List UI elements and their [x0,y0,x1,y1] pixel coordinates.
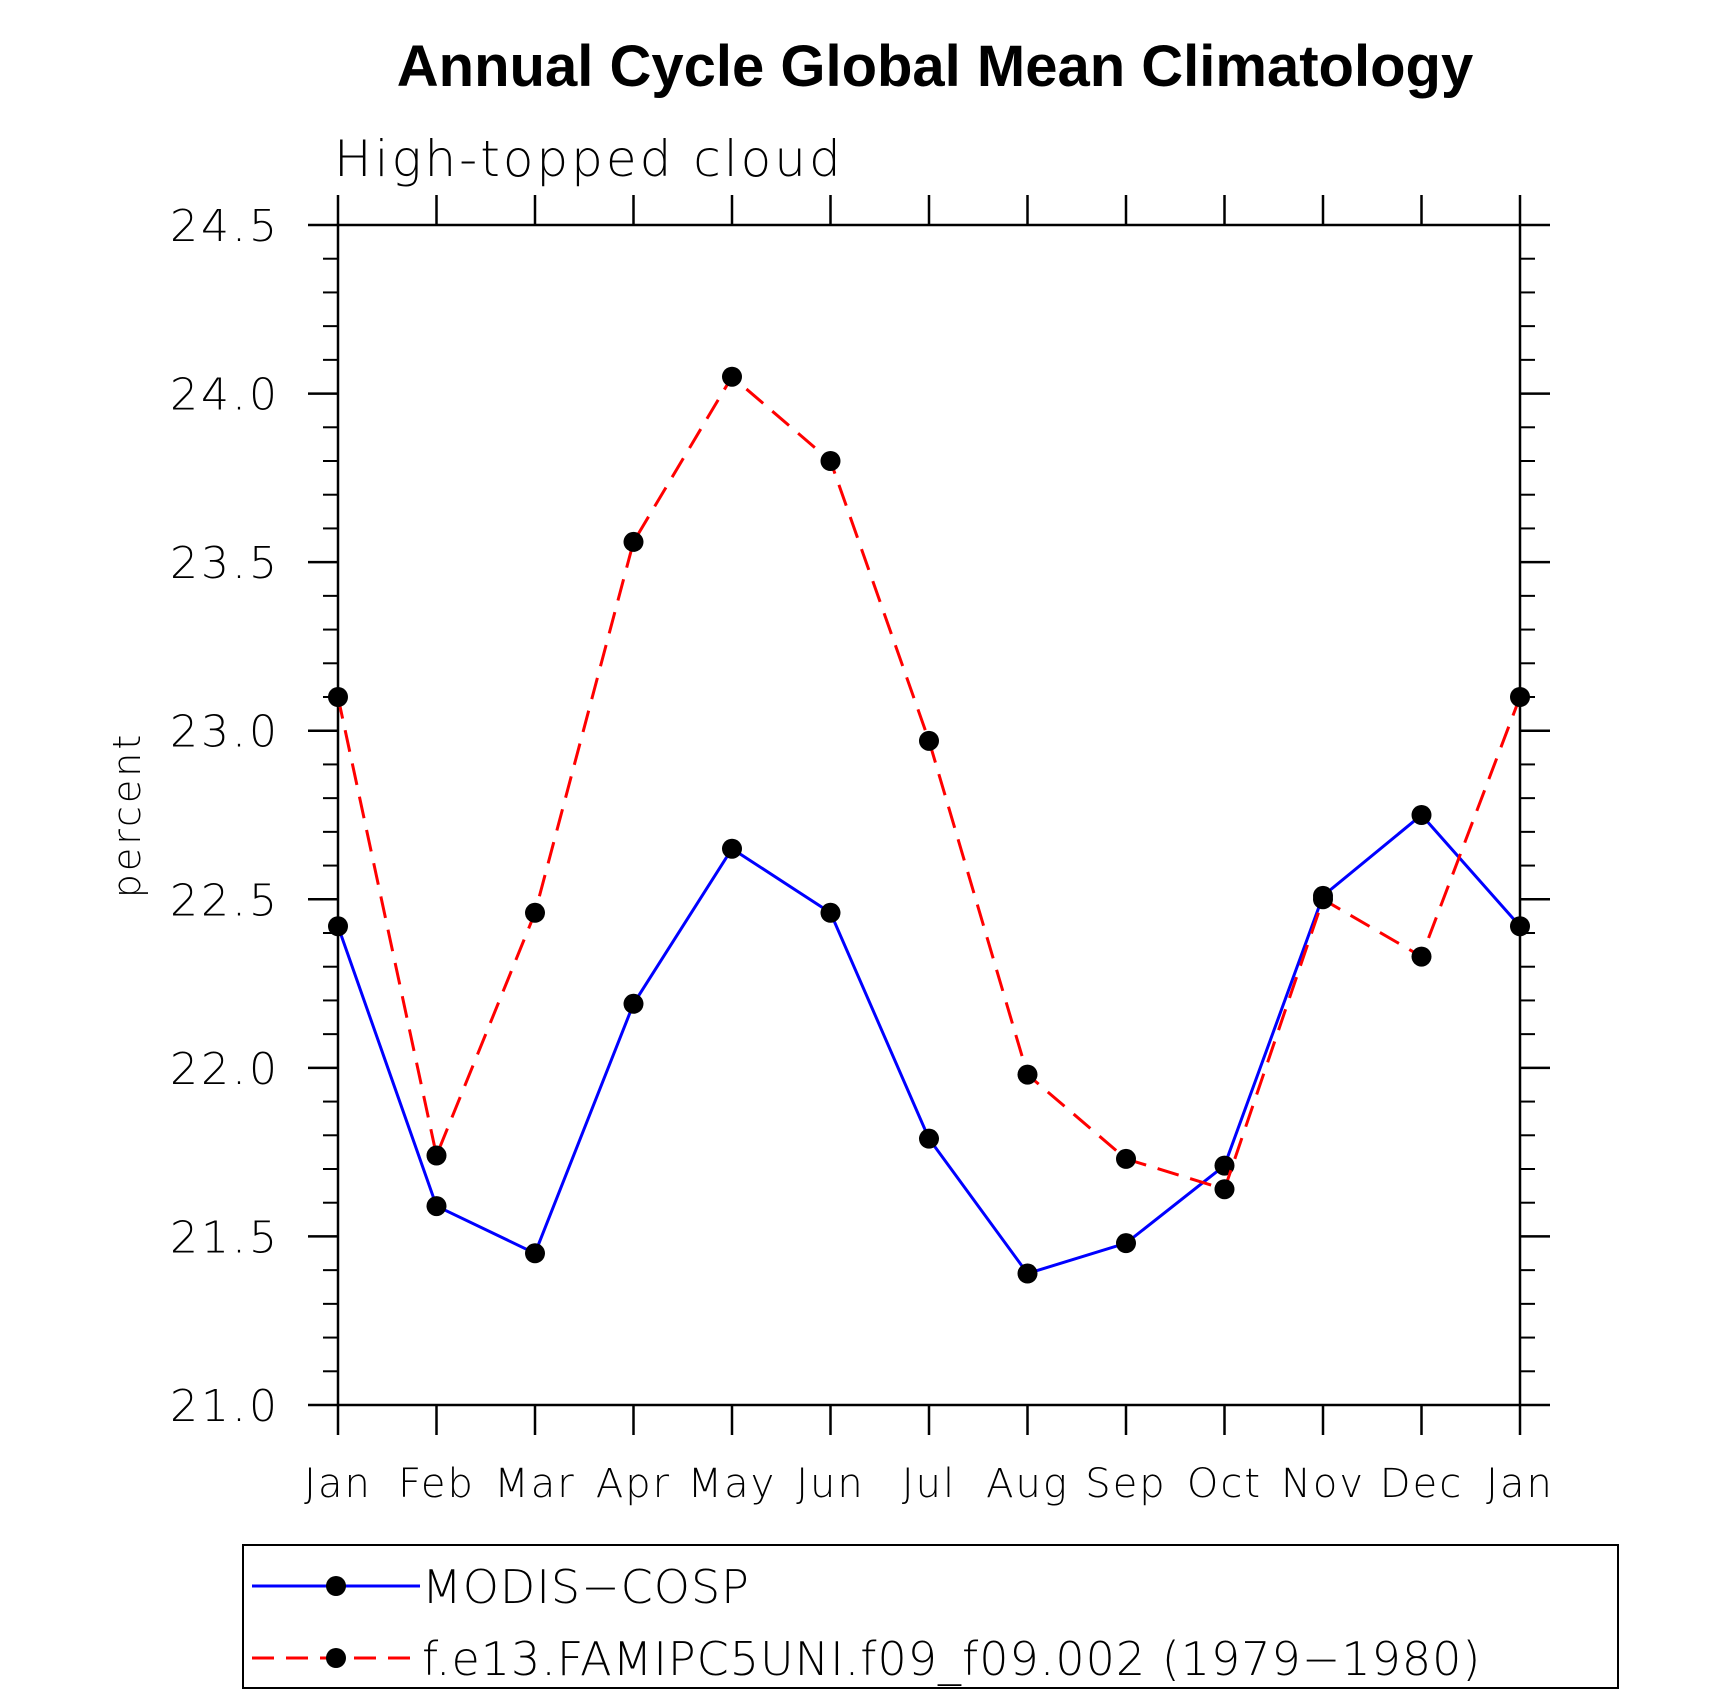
series-0-point [426,1196,447,1217]
legend-label-modis: MODIS−COSP [422,1560,750,1614]
series-1-point [1214,1179,1235,1200]
series-0-point [525,1243,545,1264]
series-0-point [820,902,841,923]
series-line-1 [336,374,1522,1192]
series-0-point [623,993,644,1014]
axes: 21.0 21.5 22.0 22.5 23.0 23.5 24.0 24.5 Jan Feb Ma… [170,195,1554,1507]
series-1-point [1116,1148,1136,1169]
x-tick-label: Jun [796,1461,865,1507]
x-tick-label: Apr [596,1461,671,1507]
series-1-point [820,451,841,471]
y-tick-label: 23.0 [170,707,280,758]
legend-marker-modis [326,1576,346,1596]
y-axis-label: percent [105,732,149,899]
series-0-point [1411,805,1432,825]
x-tick-label: Feb [398,1461,475,1507]
series-1-point [1313,889,1333,910]
y-tick-label: 24.0 [170,370,280,421]
series-0-point [1510,916,1530,937]
series-1-point [1017,1064,1038,1085]
y-tick-label: 23.5 [170,538,280,589]
series-1-point [623,531,644,552]
chart-title: Annual Cycle Global Mean Climatology [397,34,1473,99]
series-layer [328,366,1530,1284]
x-tick-label: Oct [1187,1461,1262,1507]
y-tick-label: 21.5 [170,1212,280,1263]
series-1-point [722,366,742,387]
y-tick-label: 21.0 [170,1381,280,1432]
chart-subtitle: High-topped cloud [334,130,844,188]
x-tick-label: Aug [986,1461,1069,1507]
series-0-point [722,838,742,859]
x-tick-label: Dec [1380,1461,1463,1507]
series-0-point [1116,1233,1136,1254]
x-tick-label: May [688,1461,777,1507]
y-tick-label: 24.5 [170,201,280,252]
series-0-point [328,916,348,937]
x-tick-label: Jan [304,1461,372,1507]
y-tick-label: 22.5 [170,875,280,926]
series-0-point [919,1128,939,1149]
legend-label-model: f.e13.FAMIPC5UNI.f09_f09.002 (1979−1980) [422,1632,1481,1686]
series-line-0 [336,812,1522,1276]
legend: MODIS−COSP f.e13.FAMIPC5UNI.f09_f09.002 … [242,1544,1619,1689]
series-1-point [1510,687,1530,707]
plot-frame [336,223,1522,1407]
series-1-point [328,687,348,707]
x-tick-label: Nov [1281,1461,1365,1507]
series-1-point [1411,946,1432,967]
x-tick-label: Sep [1085,1461,1166,1507]
x-tick-label: Jan [1486,1461,1554,1507]
series-1-point [525,902,545,923]
legend-marker-model [326,1648,346,1668]
legend-box [242,1544,1619,1689]
x-tick-label: Mar [494,1461,575,1507]
x-tick-label: Jul [902,1461,956,1507]
series-1-point [919,730,939,751]
y-tick-label: 22.0 [170,1044,280,1095]
series-1-point [426,1145,447,1166]
series-0-point [1017,1263,1038,1284]
